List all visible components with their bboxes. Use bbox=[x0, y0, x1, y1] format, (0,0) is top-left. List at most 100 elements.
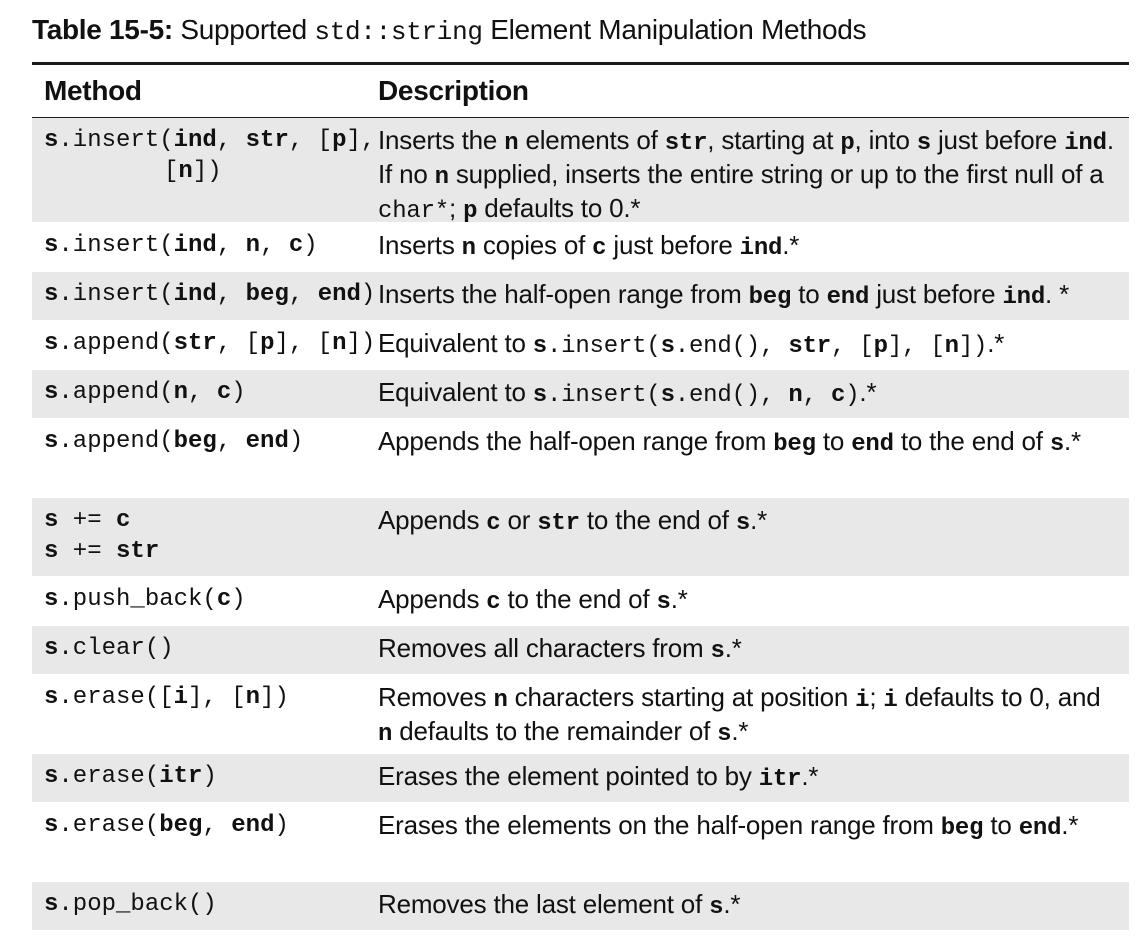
text-segment: .push_back( bbox=[58, 586, 217, 613]
table-body: s.insert(ind, str, [p], [n]) Inserts the n… bbox=[32, 118, 1129, 931]
table-row: s.append(beg, end) Appends the half-open … bbox=[32, 419, 1129, 498]
text-segment: ) bbox=[303, 232, 318, 259]
description-cell: Erases the elements on the half-open ran… bbox=[366, 803, 1129, 844]
text-segment: .insert( bbox=[58, 281, 174, 308]
text-segment: to the end of bbox=[893, 426, 1050, 456]
method-cell: s.clear() bbox=[32, 626, 366, 664]
text-segment: ], [ bbox=[274, 330, 333, 357]
text-segment: s bbox=[660, 333, 675, 360]
text-segment: beg bbox=[773, 431, 816, 458]
text-segment: c bbox=[486, 589, 501, 616]
text-segment: str bbox=[245, 127, 289, 154]
table-row: s.append(n, c) Equivalent to s.insert(s.e… bbox=[32, 370, 1129, 419]
text-segment: . If no bbox=[378, 125, 1114, 189]
description-cell: Inserts the n elements of str, starting … bbox=[366, 118, 1129, 227]
text-segment: n bbox=[434, 164, 449, 191]
text-segment: c bbox=[486, 510, 501, 537]
text-segment: s bbox=[44, 127, 59, 154]
text-segment: .* bbox=[731, 716, 749, 746]
method-cell: s.erase([i], [n]) bbox=[32, 675, 366, 713]
text-segment: . * bbox=[1045, 279, 1070, 309]
method-cell: s.append(str, [p], [n]) bbox=[32, 321, 375, 359]
description-cell: Appends c to the end of s.* bbox=[366, 577, 1129, 618]
text-segment: s bbox=[532, 382, 547, 409]
text-segment: c bbox=[592, 235, 607, 262]
description-cell: Appends the half-open range from beg to … bbox=[366, 419, 1129, 460]
text-segment: ind bbox=[173, 281, 217, 308]
text-segment: Appends the half-open range from bbox=[378, 426, 774, 456]
text-segment: s bbox=[656, 589, 671, 616]
description-cell: Removes n characters starting at positio… bbox=[366, 675, 1129, 750]
text-segment: supplied, inserts the entire string or u… bbox=[448, 159, 1104, 189]
text-segment: s bbox=[1049, 431, 1065, 458]
text-segment: i bbox=[173, 684, 189, 711]
text-segment: beg bbox=[940, 815, 984, 842]
text-segment: ) bbox=[288, 428, 304, 455]
table-top-rule bbox=[32, 62, 1129, 65]
text-segment: or bbox=[500, 505, 538, 535]
table-row: s.erase([i], [n]) Removes n characters st… bbox=[32, 675, 1129, 754]
text-segment: end bbox=[826, 284, 870, 311]
table-row: s.pop_back() Removes the last element of … bbox=[32, 882, 1129, 931]
table-row: s.insert(ind, str, [p], [n]) Inserts the n… bbox=[32, 118, 1129, 225]
description-cell: Inserts n copies of c just before ind.* bbox=[366, 223, 1129, 264]
text-segment: s bbox=[44, 428, 59, 455]
text-segment: ) bbox=[274, 812, 289, 839]
text-segment: n bbox=[173, 379, 189, 406]
table-row: s.insert(ind, n, c) Inserts n copies of c… bbox=[32, 223, 1129, 272]
text-segment: n bbox=[332, 330, 347, 357]
text-segment: to bbox=[983, 810, 1019, 840]
text-segment: str bbox=[537, 510, 580, 537]
table-header: Method Description bbox=[32, 65, 1129, 118]
text-segment: characters starting at position bbox=[507, 682, 856, 712]
text-segment: elements of bbox=[518, 125, 665, 155]
text-segment: i bbox=[855, 687, 870, 714]
text-segment: p bbox=[260, 330, 275, 357]
text-segment: .* bbox=[801, 761, 819, 791]
method-line: s.insert(ind, beg, end) bbox=[44, 279, 375, 310]
header-description: Description bbox=[378, 75, 529, 106]
text-segment: to bbox=[791, 279, 827, 309]
text-segment: n bbox=[378, 721, 393, 748]
text-segment: s bbox=[44, 507, 59, 534]
text-segment: i bbox=[883, 687, 898, 714]
text-segment: .* bbox=[724, 633, 742, 663]
method-cell: s.append(beg, end) bbox=[32, 419, 366, 457]
text-segment: beg bbox=[173, 428, 217, 455]
text-segment: .* bbox=[859, 377, 877, 407]
text-segment: s bbox=[717, 721, 732, 748]
text-segment: , bbox=[216, 281, 246, 308]
text-segment: Equivalent to bbox=[378, 377, 533, 407]
text-segment: .insert( bbox=[546, 382, 661, 409]
text-segment: ind bbox=[739, 235, 783, 262]
method-cell: s.insert(ind, str, [p], [n]) bbox=[32, 118, 375, 187]
text-segment: c bbox=[116, 507, 131, 534]
text-segment: str bbox=[664, 130, 708, 157]
text-segment: copies of bbox=[475, 230, 593, 260]
method-line: s.append(n, c) bbox=[44, 377, 366, 408]
description-cell: Removes the last element of s.* bbox=[366, 882, 1129, 923]
method-cell: s.insert(ind, n, c) bbox=[32, 223, 366, 261]
text-segment: itr bbox=[159, 763, 203, 790]
text-segment: , [ bbox=[288, 127, 333, 154]
text-segment: .erase([ bbox=[58, 684, 174, 711]
text-segment: just before bbox=[606, 230, 740, 260]
method-cell: s.insert(ind, beg, end) bbox=[32, 272, 375, 310]
description-cell: Erases the element pointed to by itr.* bbox=[366, 754, 1129, 795]
text-segment: s bbox=[916, 130, 931, 157]
text-segment: c bbox=[831, 382, 846, 409]
text-segment: .clear() bbox=[58, 635, 174, 662]
text-segment: n bbox=[245, 684, 261, 711]
text-segment: end bbox=[851, 431, 894, 458]
text-segment: .erase( bbox=[58, 812, 160, 839]
text-segment: .end(), bbox=[674, 333, 789, 360]
method-line: s.erase(beg, end) bbox=[44, 810, 366, 841]
text-segment: Inserts the bbox=[378, 125, 505, 155]
text-segment: to the end of bbox=[579, 505, 736, 535]
methods-table: Method Description s.insert(ind, str, [p… bbox=[32, 62, 1129, 931]
text-segment: n bbox=[245, 232, 261, 259]
text-segment: p bbox=[463, 198, 478, 225]
text-segment: Erases the elements on the half-open ran… bbox=[378, 810, 941, 840]
